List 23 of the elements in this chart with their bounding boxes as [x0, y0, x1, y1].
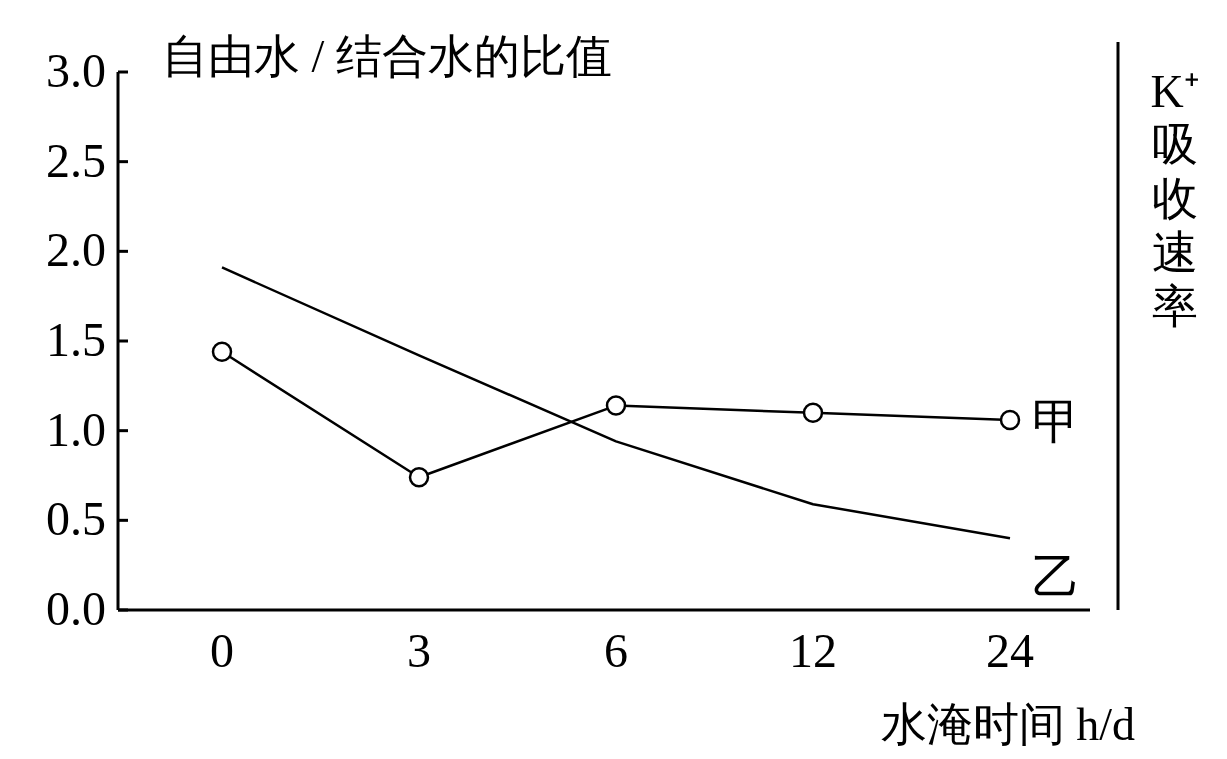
x-tick-label: 6 — [604, 624, 628, 677]
y-tick-label: 2.0 — [46, 223, 106, 277]
x-tick-label: 0 — [210, 624, 234, 677]
x-axis-title: 水淹时间 h/d — [880, 699, 1135, 750]
point — [802, 402, 824, 423]
y-tick-label: 2.5 — [46, 133, 106, 187]
point — [605, 395, 627, 416]
y-tick-label: 0.0 — [46, 582, 106, 635]
series-label: 乙 — [1032, 550, 1080, 604]
point — [999, 409, 1021, 431]
point — [408, 467, 430, 488]
line-series — [220, 266, 1012, 540]
y-tick-label: 1.0 — [46, 402, 106, 456]
series-label: 甲 — [1032, 394, 1080, 448]
y-tick-label: 0.5 — [46, 492, 106, 546]
x-tick-label: 24 — [986, 624, 1034, 677]
x-tick-label: 3 — [407, 624, 431, 677]
y-tick-label: 3.0 — [46, 44, 106, 97]
y-tick-label: 1.5 — [46, 313, 106, 366]
y2-axis-title: K⁺吸收速率 — [1150, 66, 1200, 332]
point — [211, 341, 233, 363]
chart-title: 自由水 / 结合水的比值 — [162, 31, 612, 82]
x-tick-label: 12 — [789, 624, 837, 677]
